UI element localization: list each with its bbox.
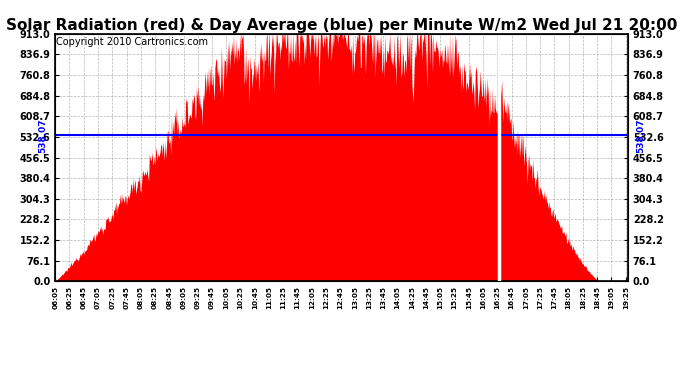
Text: 538.07: 538.07 (38, 118, 47, 153)
Title: Solar Radiation (red) & Day Average (blue) per Minute W/m2 Wed Jul 21 20:00: Solar Radiation (red) & Day Average (blu… (6, 18, 678, 33)
Text: Copyright 2010 Cartronics.com: Copyright 2010 Cartronics.com (57, 38, 208, 48)
Text: 538.07: 538.07 (636, 118, 645, 153)
